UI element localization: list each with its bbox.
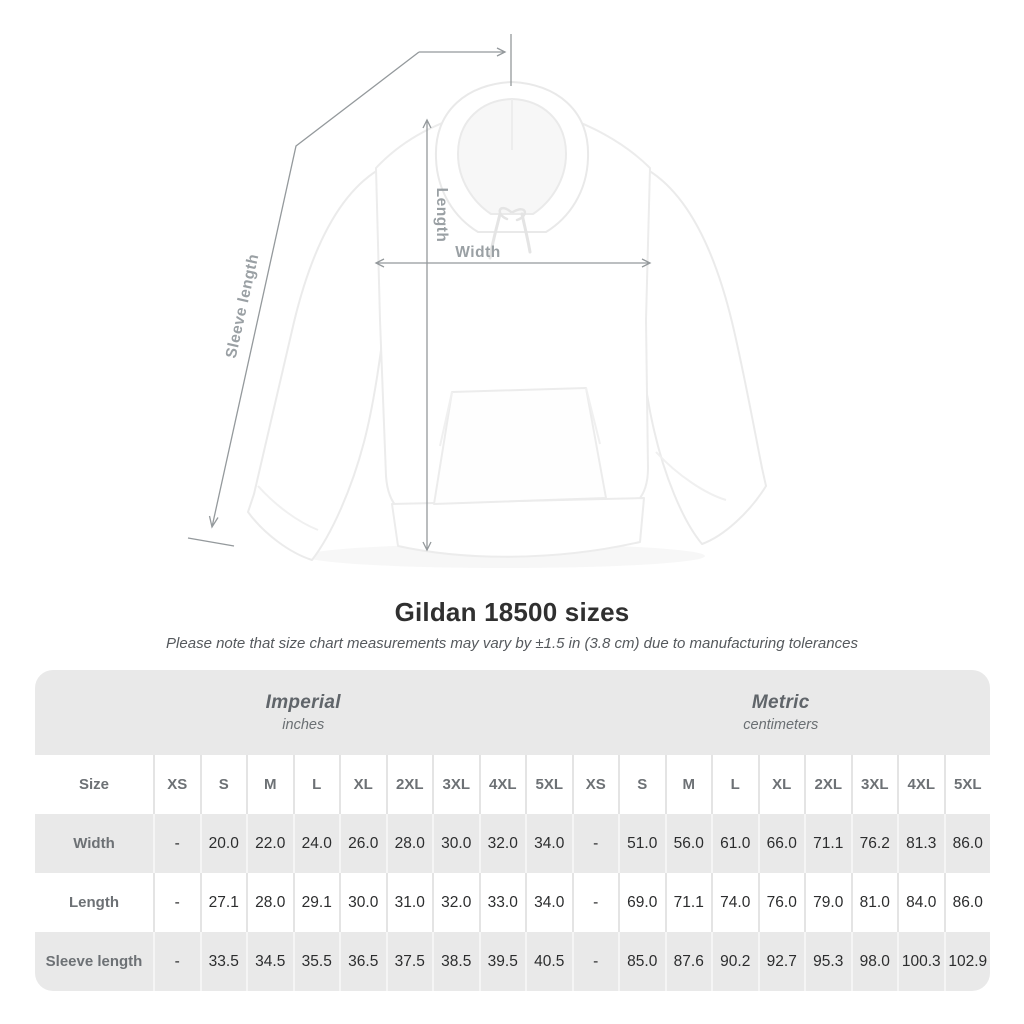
column-header: XS	[571, 755, 618, 814]
imperial-group-unit: inches	[282, 717, 325, 733]
column-header: 3XL	[850, 755, 897, 814]
width-arrow	[374, 258, 652, 268]
title-block: Gildan 18500 sizes Please note that size…	[0, 597, 1024, 652]
length-arrow	[422, 118, 432, 552]
value-cell: 30.0	[432, 814, 479, 873]
sleeve-length-arrow	[187, 34, 512, 547]
value-cell: 36.5	[339, 932, 386, 991]
value-cell: 33.0	[478, 873, 525, 932]
value-cell: 30.0	[339, 873, 386, 932]
column-header: 4XL	[897, 755, 944, 814]
value-cell: -	[153, 873, 200, 932]
column-header: S	[618, 755, 665, 814]
column-header: L	[292, 755, 339, 814]
metric-group-unit: centimeters	[743, 717, 819, 733]
sleeve-length-label: Sleeve length	[223, 252, 263, 360]
value-cell: 90.2	[711, 932, 758, 991]
value-cell: 38.5	[432, 932, 479, 991]
size-column-header: Size	[35, 755, 153, 814]
metric-group-title: Metric	[751, 692, 810, 713]
size-diagram: Sleeve length Length Width	[187, 34, 767, 568]
value-cell: -	[571, 932, 618, 991]
row-label: Width	[35, 814, 153, 873]
value-cell: 66.0	[757, 814, 804, 873]
value-cell: 40.5	[525, 932, 572, 991]
value-cell: 86.0	[943, 814, 990, 873]
value-cell: 84.0	[897, 873, 944, 932]
column-header: 5XL	[525, 755, 572, 814]
column-header: 2XL	[804, 755, 851, 814]
value-cell: 86.0	[943, 873, 990, 932]
value-cell: 28.0	[246, 873, 293, 932]
value-cell: 26.0	[339, 814, 386, 873]
value-cell: -	[571, 814, 618, 873]
row-label: Length	[35, 873, 153, 932]
value-cell: 79.0	[804, 873, 851, 932]
value-cell: 100.3	[897, 932, 944, 991]
metric-group-header: Metric centimeters	[572, 670, 991, 755]
value-cell: 28.0	[385, 814, 432, 873]
value-cell: 81.0	[850, 873, 897, 932]
hoodie-illustration	[247, 81, 767, 568]
column-header: XL	[339, 755, 386, 814]
value-cell: 32.0	[432, 873, 479, 932]
column-header: L	[711, 755, 758, 814]
column-header: 3XL	[432, 755, 479, 814]
value-cell: 29.1	[292, 873, 339, 932]
width-label: Width	[455, 244, 500, 261]
value-cell: 22.0	[246, 814, 293, 873]
row-label: Sleeve length	[35, 932, 153, 991]
value-cell: 27.1	[199, 873, 246, 932]
value-cell: 74.0	[711, 873, 758, 932]
size-chart-grid: Size XS S M L XL 2XL 3XL 4XL 5XL XS S M L XL 2XL 3XL 4XL 5…	[35, 755, 990, 991]
value-cell: 85.0	[618, 932, 665, 991]
value-cell: 76.0	[757, 873, 804, 932]
value-cell: 69.0	[618, 873, 665, 932]
column-header: 5XL	[943, 755, 990, 814]
value-cell: -	[153, 814, 200, 873]
column-header: 2XL	[385, 755, 432, 814]
value-cell: 39.5	[478, 932, 525, 991]
value-cell: 32.0	[478, 814, 525, 873]
value-cell: 102.9	[943, 932, 990, 991]
value-cell: 31.0	[385, 873, 432, 932]
value-cell: 34.0	[525, 814, 572, 873]
value-cell: -	[571, 873, 618, 932]
value-cell: -	[153, 932, 200, 991]
value-cell: 92.7	[757, 932, 804, 991]
column-header: XS	[153, 755, 200, 814]
value-cell: 24.0	[292, 814, 339, 873]
value-cell: 37.5	[385, 932, 432, 991]
value-cell: 71.1	[664, 873, 711, 932]
value-cell: 56.0	[664, 814, 711, 873]
value-cell: 98.0	[850, 932, 897, 991]
value-cell: 81.3	[897, 814, 944, 873]
column-header: XL	[757, 755, 804, 814]
value-cell: 71.1	[804, 814, 851, 873]
value-cell: 33.5	[199, 932, 246, 991]
imperial-group-title: Imperial	[265, 692, 341, 713]
column-header: S	[199, 755, 246, 814]
value-cell: 51.0	[618, 814, 665, 873]
tolerance-note: Please note that size chart measurements…	[166, 635, 858, 652]
value-cell: 34.0	[525, 873, 572, 932]
imperial-group-header: Imperial inches	[35, 670, 572, 755]
column-header: 4XL	[478, 755, 525, 814]
value-cell: 95.3	[804, 932, 851, 991]
value-cell: 87.6	[664, 932, 711, 991]
value-cell: 61.0	[711, 814, 758, 873]
value-cell: 76.2	[850, 814, 897, 873]
unit-group-header-row: Imperial inches Metric centimeters	[35, 670, 990, 755]
value-cell: 34.5	[246, 932, 293, 991]
column-header: M	[246, 755, 293, 814]
value-cell: 35.5	[292, 932, 339, 991]
value-cell: 20.0	[199, 814, 246, 873]
length-label: Length	[433, 188, 450, 243]
column-header: M	[664, 755, 711, 814]
page-title: Gildan 18500 sizes	[394, 597, 630, 627]
size-chart-table: Imperial inches Metric centimeters Size X…	[35, 670, 990, 991]
